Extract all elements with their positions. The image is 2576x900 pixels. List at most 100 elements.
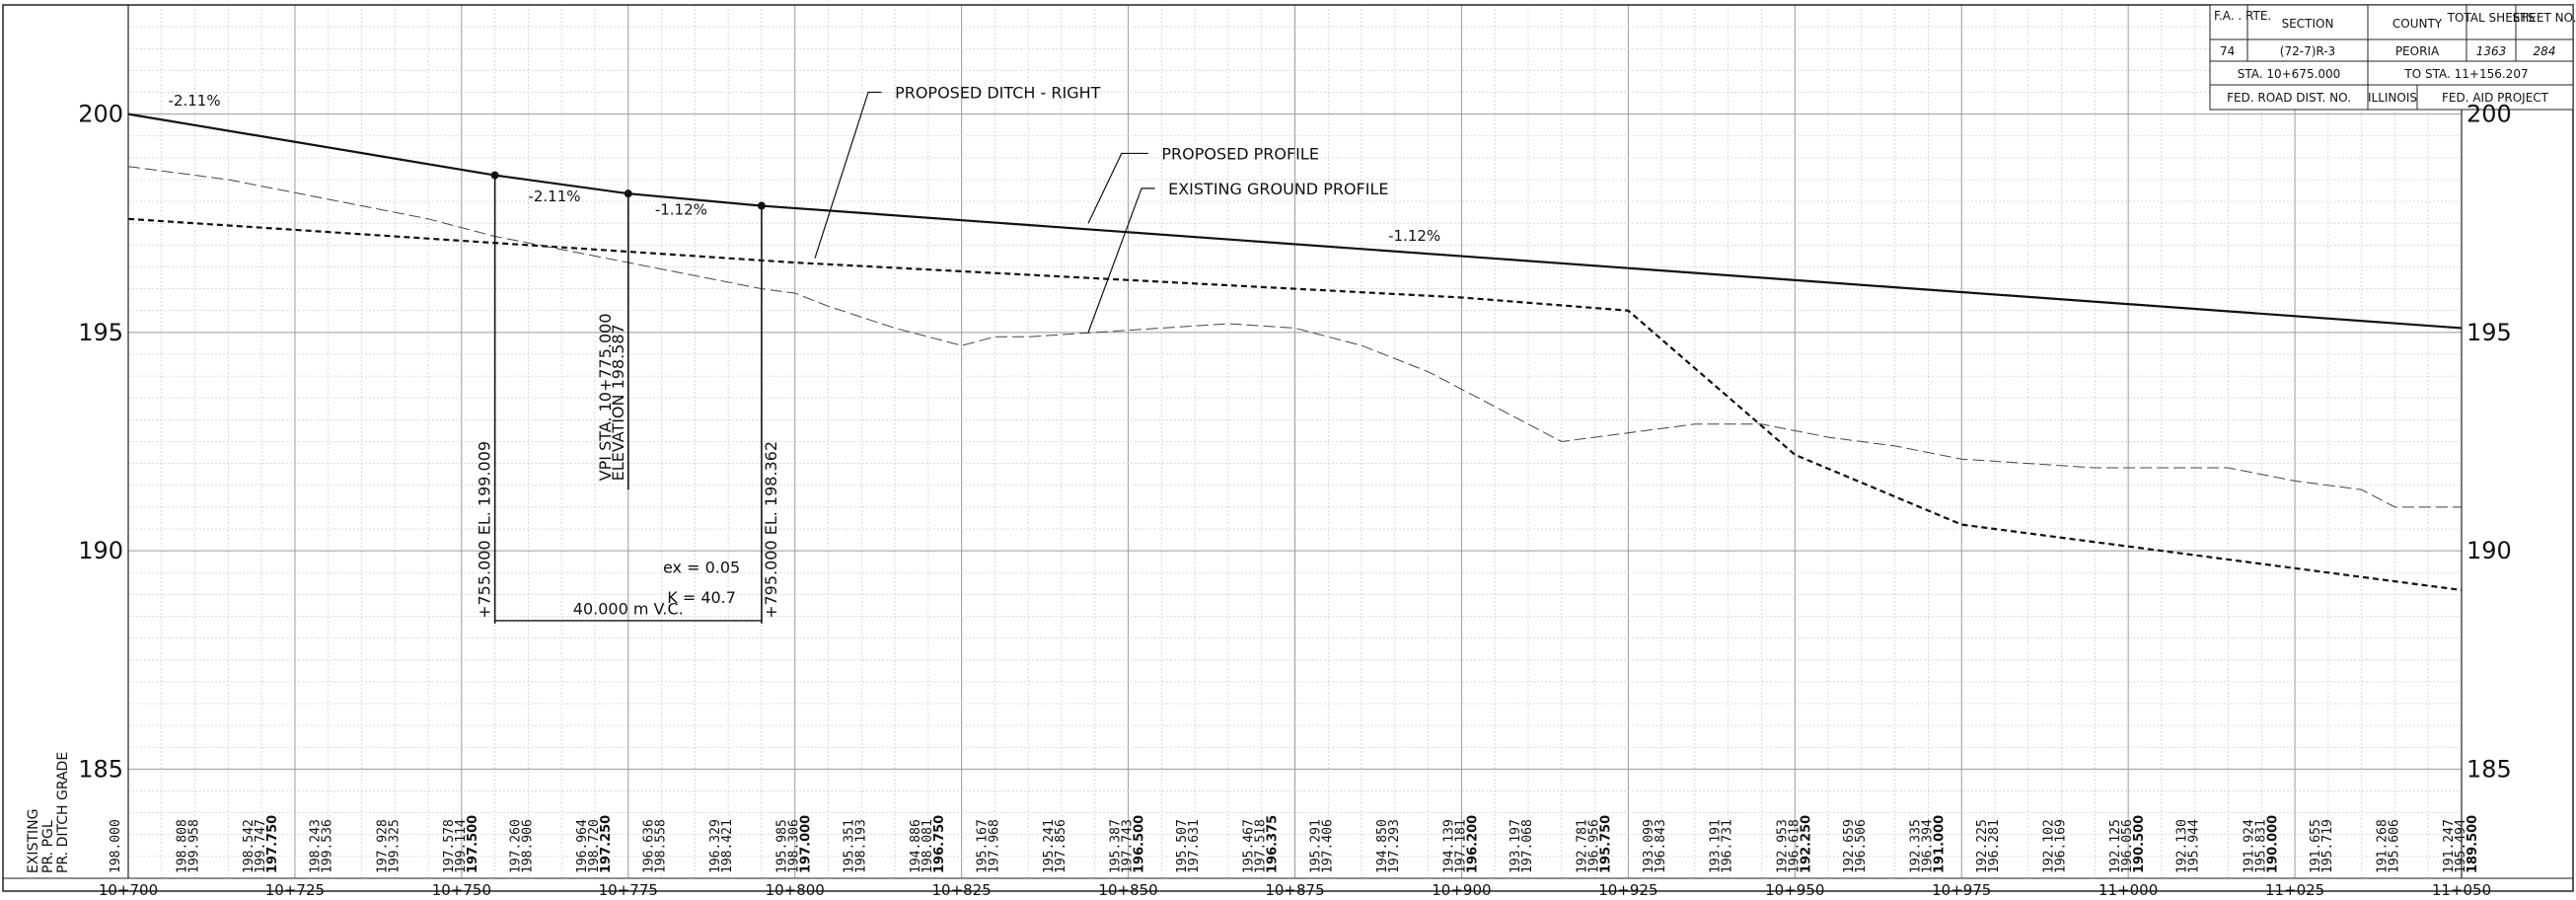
- total-sheets-value: 1363: [2476, 44, 2507, 58]
- station-value: 195.719: [2320, 819, 2335, 873]
- station-value: 196.506: [1854, 819, 1869, 873]
- k-label: K = 40.7: [667, 588, 736, 607]
- profile-point: [757, 201, 766, 210]
- section-value: (72-7)R-3: [2280, 44, 2335, 58]
- row-label-existing: EXISTING: [26, 809, 41, 873]
- station-value: 196.394: [1920, 819, 1935, 873]
- station-value: 192.102: [2042, 819, 2057, 873]
- station-value: 191.000: [1932, 815, 1947, 873]
- station-value: 196.375: [1266, 815, 1281, 873]
- station-value: 197.578: [442, 819, 457, 873]
- station-value: 199.114: [454, 819, 469, 873]
- station-value: 190.000: [2265, 815, 2280, 873]
- station-value: 192.953: [1775, 819, 1790, 873]
- total-sheets-label: TOTAL SHEETS: [2447, 11, 2536, 25]
- station-value: 196.964: [575, 819, 590, 873]
- x-tick-label: 11+000: [2098, 881, 2158, 899]
- fed-aid-project: FED. AID PROJECT: [2442, 91, 2549, 105]
- leader-ditch: [814, 91, 882, 259]
- station-value: 195.507: [1175, 819, 1190, 873]
- station-value: 195.351: [842, 819, 856, 873]
- y-axis-labels-left: 185 190 195 200: [78, 101, 123, 784]
- label-existing-ground: EXISTING GROUND PROFILE: [1168, 180, 1388, 198]
- x-tick-label: 10+700: [99, 881, 158, 899]
- fed-road-dist: FED. ROAD DIST. NO.: [2227, 91, 2351, 105]
- station-value: 197.000: [799, 815, 814, 873]
- station-value: 193.191: [1709, 819, 1724, 873]
- station-value: 196.956: [1587, 819, 1602, 873]
- row-labels: EXISTING PR. PGL PR. DITCH GRADE: [26, 752, 71, 873]
- station-value: 195.944: [2187, 819, 2202, 873]
- station-value: 191.655: [2309, 819, 2323, 873]
- sheet-no-value: 284: [2534, 44, 2556, 58]
- y-tick-label-right: 200: [2466, 101, 2512, 128]
- section-label: SECTION: [2282, 17, 2334, 31]
- x-tick-label: 10+800: [766, 881, 825, 899]
- station-value: 195.494: [2454, 819, 2468, 873]
- x-tick-label: 10+975: [1932, 881, 1991, 899]
- station-value: 199.536: [321, 819, 335, 873]
- station-value: 193.099: [1642, 819, 1656, 873]
- station-value: 198.542: [242, 819, 257, 873]
- station-value: 189.500: [2466, 815, 2480, 873]
- row-label-pr-ditch-grade: PR. DITCH GRADE: [55, 752, 71, 873]
- vpi-elevation-label: ELEVATION 198.587: [609, 324, 627, 481]
- station-value: 197.068: [1520, 819, 1535, 873]
- station-value: 198.081: [920, 819, 935, 873]
- station-from: STA. 10+675.000: [2238, 67, 2341, 81]
- station-value: 197.293: [1387, 819, 1402, 873]
- y-tick-label-left: 200: [78, 101, 123, 128]
- station-value: 197.968: [987, 819, 1001, 873]
- station-value: 198.000: [109, 819, 123, 873]
- station-value: 191.247: [2442, 819, 2457, 873]
- x-tick-label: 11+025: [2265, 881, 2324, 899]
- station-value: 197.750: [265, 815, 280, 873]
- station-value: 196.169: [2054, 819, 2069, 873]
- label-proposed-ditch: PROPOSED DITCH - RIGHT: [895, 84, 1101, 103]
- ex-label: ex = 0.05: [663, 558, 740, 576]
- station-value: 196.731: [1721, 819, 1735, 873]
- station-value: 199.747: [254, 819, 268, 873]
- x-tick-label: 10+725: [265, 881, 325, 899]
- row-label-pr-pgl: PR. PGL: [40, 820, 56, 873]
- grade-label-mid-2: -1.12%: [655, 200, 707, 218]
- station-value: 196.636: [642, 819, 657, 873]
- x-tick-label: 10+900: [1432, 881, 1491, 899]
- x-tick-label: 10+925: [1598, 881, 1657, 899]
- station-value: 197.928: [375, 819, 390, 873]
- station-value: 193.197: [1509, 819, 1523, 873]
- station-value: 192.225: [1975, 819, 1990, 873]
- station-value: 192.335: [1908, 819, 1923, 873]
- grade-label-left: -2.11%: [169, 92, 221, 110]
- station-value: 195.291: [1308, 819, 1323, 873]
- station-value: 192.781: [1576, 819, 1590, 873]
- pvc-label: +755.000 EL. 199.009: [476, 441, 494, 619]
- station-value: 196.500: [1133, 815, 1147, 873]
- station-value: 196.056: [2120, 819, 2135, 873]
- x-axis-labels: 10+700 10+725 10+750 10+775 10+800 10+825 10+8…: [99, 881, 2491, 899]
- station-value: 197.631: [1187, 819, 1202, 873]
- title-block: F.A. . RTE. 74 SECTION (72-7)R-3 COUNTY …: [2209, 4, 2576, 111]
- station-value: 196.329: [708, 819, 723, 873]
- station-value: 198.243: [309, 819, 324, 873]
- county-value: PEORIA: [2395, 44, 2440, 58]
- station-value: 192.130: [2175, 819, 2190, 873]
- station-value: 198.558: [654, 819, 669, 873]
- station-value: 198.193: [853, 819, 868, 873]
- station-value: 194.139: [1441, 819, 1456, 873]
- y-tick-label-left: 195: [78, 319, 123, 346]
- station-value: 199.325: [387, 819, 402, 873]
- profile-point: [490, 171, 499, 180]
- station-value: 192.659: [1842, 819, 1857, 873]
- station-value: 195.750: [1599, 815, 1614, 873]
- leader-existing: [1087, 188, 1155, 334]
- profile-point: [624, 189, 632, 198]
- station-to: TO STA. 11+156.207: [2403, 67, 2528, 81]
- x-tick-label: 10+750: [432, 881, 491, 899]
- station-value: 192.125: [2108, 819, 2123, 873]
- grid: [127, 4, 2463, 879]
- station-value: 195.167: [975, 819, 990, 873]
- station-value: 195.467: [1242, 819, 1257, 873]
